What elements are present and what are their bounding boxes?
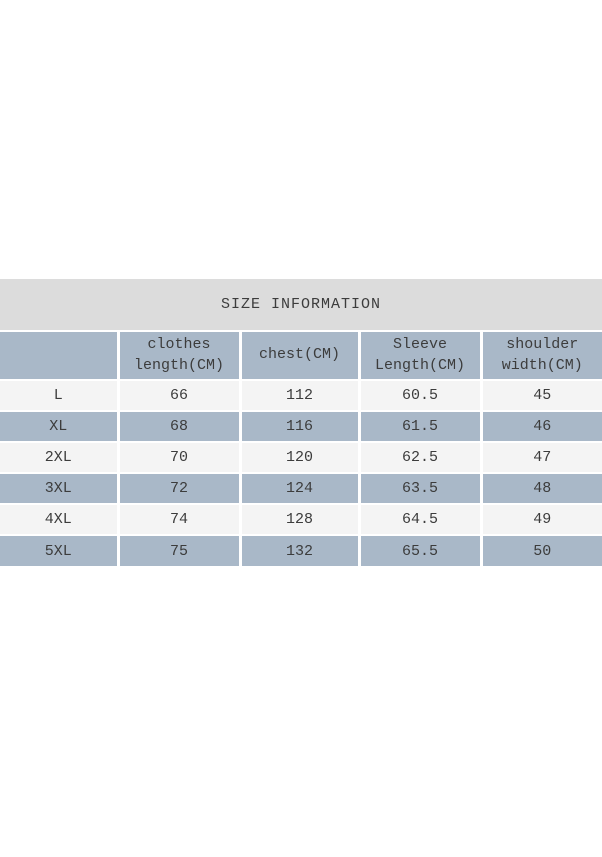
size-table: clothes length(CM) chest(CM) Sleeve Leng… — [0, 330, 602, 566]
clothes-length-cell: 68 — [116, 410, 240, 442]
chest-cell: 112 — [238, 379, 359, 411]
column-header-clothes-length: clothes length(CM) — [116, 330, 240, 380]
shoulder-width-cell: 45 — [479, 379, 602, 411]
size-label-cell: 4XL — [0, 503, 118, 535]
size-label-cell: 3XL — [0, 472, 118, 504]
size-table-body: L 66 112 60.5 45 XL 68 116 61.5 46 2XL 7… — [0, 379, 602, 566]
chest-cell: 120 — [238, 441, 359, 473]
size-table-section: SIZE INFORMATION clothes length(CM) ches… — [0, 279, 602, 566]
size-table-header: clothes length(CM) chest(CM) Sleeve Leng… — [0, 330, 602, 380]
clothes-length-cell: 70 — [116, 441, 240, 473]
size-label-cell: 2XL — [0, 441, 118, 473]
table-row-xl: XL 68 116 61.5 46 — [0, 410, 602, 442]
sleeve-length-cell: 65.5 — [357, 534, 481, 566]
column-header-shoulder-width: shoulder width(CM) — [479, 330, 602, 380]
shoulder-width-cell: 47 — [479, 441, 602, 473]
clothes-length-cell: 74 — [116, 503, 240, 535]
clothes-length-cell: 75 — [116, 534, 240, 566]
table-row-4xl: 4XL 74 128 64.5 49 — [0, 503, 602, 535]
clothes-length-cell: 72 — [116, 472, 240, 504]
table-title-bar: SIZE INFORMATION — [0, 279, 602, 330]
shoulder-width-cell: 48 — [479, 472, 602, 504]
column-header-size — [0, 330, 118, 380]
sleeve-length-cell: 64.5 — [357, 503, 481, 535]
size-label-cell: 5XL — [0, 534, 118, 566]
clothes-length-cell: 66 — [116, 379, 240, 411]
table-row-5xl: 5XL 75 132 65.5 50 — [0, 534, 602, 566]
table-row-3xl: 3XL 72 124 63.5 48 — [0, 472, 602, 504]
sleeve-length-cell: 63.5 — [357, 472, 481, 504]
table-row-2xl: 2XL 70 120 62.5 47 — [0, 441, 602, 473]
shoulder-width-cell: 49 — [479, 503, 602, 535]
shoulder-width-cell: 46 — [479, 410, 602, 442]
size-label-cell: XL — [0, 410, 118, 442]
chest-cell: 128 — [238, 503, 359, 535]
chest-cell: 116 — [238, 410, 359, 442]
column-header-sleeve-length: Sleeve Length(CM) — [357, 330, 481, 380]
size-label-cell: L — [0, 379, 118, 411]
sleeve-length-cell: 60.5 — [357, 379, 481, 411]
table-title: SIZE INFORMATION — [220, 296, 382, 313]
sleeve-length-cell: 61.5 — [357, 410, 481, 442]
sleeve-length-cell: 62.5 — [357, 441, 481, 473]
shoulder-width-cell: 50 — [479, 534, 602, 566]
column-header-chest: chest(CM) — [238, 330, 359, 380]
table-row-l: L 66 112 60.5 45 — [0, 379, 602, 411]
header-row: clothes length(CM) chest(CM) Sleeve Leng… — [0, 330, 602, 380]
chest-cell: 132 — [238, 534, 359, 566]
chest-cell: 124 — [238, 472, 359, 504]
